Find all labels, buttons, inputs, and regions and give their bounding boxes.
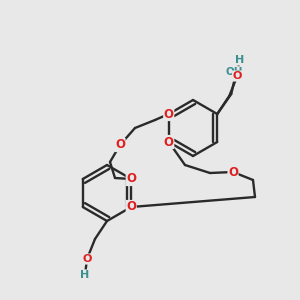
Text: O: O (164, 136, 174, 148)
Text: O: O (82, 254, 92, 264)
Text: O: O (115, 139, 125, 152)
Text: O: O (232, 71, 242, 81)
Text: O: O (126, 200, 136, 214)
Text: H: H (235, 55, 244, 65)
Text: H: H (232, 67, 241, 77)
Text: O: O (164, 107, 174, 121)
Text: O: O (126, 172, 136, 185)
Text: O: O (228, 166, 238, 178)
Text: OH: OH (226, 67, 243, 77)
Text: H: H (80, 270, 90, 280)
